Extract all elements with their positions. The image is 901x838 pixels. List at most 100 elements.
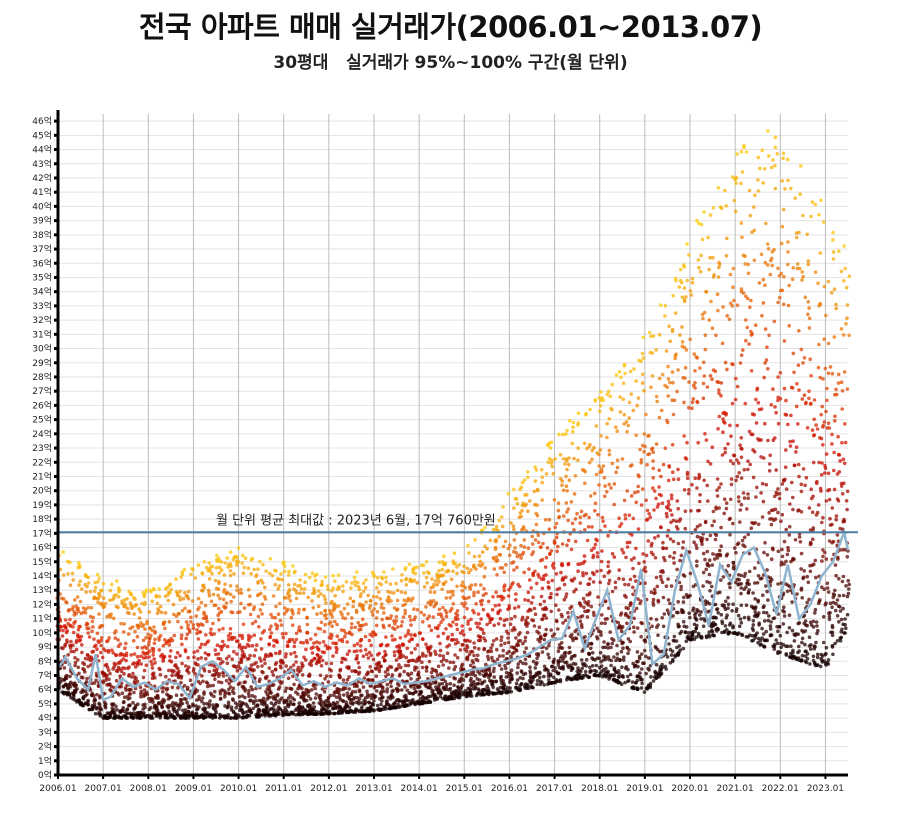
data-point [75,638,79,643]
data-point [676,527,680,531]
data-point [548,672,553,677]
data-point [403,634,408,638]
data-point [144,714,149,718]
data-point [630,680,635,684]
data-point [256,581,260,585]
data-point [202,669,207,673]
data-point [83,656,88,661]
data-point [452,683,456,687]
data-point [516,665,520,670]
data-point [116,605,120,610]
data-point [160,705,164,710]
data-point [518,638,523,643]
data-point [340,660,344,664]
data-point [133,597,137,601]
data-point [165,716,170,720]
data-point [493,603,498,608]
data-point [335,634,340,638]
data-point [122,622,126,626]
data-point [297,607,301,612]
data-point [200,696,205,700]
data-point [653,556,658,560]
data-point [517,553,522,557]
data-point [607,389,611,394]
data-point [637,358,641,363]
data-point [368,603,373,608]
data-point [444,596,449,600]
data-point [514,592,518,596]
data-point [62,692,66,696]
data-point [667,324,671,329]
data-point [659,525,663,530]
data-point [547,527,552,531]
data-point [471,661,476,665]
data-point [682,434,686,438]
data-point [634,579,638,583]
data-point [687,488,691,492]
data-point [591,580,596,584]
data-point [100,655,105,660]
data-point [191,669,196,673]
data-point [330,633,334,638]
data-point [406,663,411,668]
data-point [218,697,223,701]
data-point [396,688,401,692]
data-point [447,643,452,647]
data-point [217,606,221,611]
data-point [574,636,579,641]
data-point [523,657,528,662]
data-point [197,694,201,699]
data-point [374,674,379,678]
data-point [556,649,561,654]
data-point [235,563,239,567]
data-point [408,702,413,706]
data-point [111,667,115,671]
data-point [634,606,639,611]
data-point [656,534,660,538]
data-point [562,582,567,587]
data-point [672,550,677,555]
data-point [668,380,672,385]
data-point [417,675,422,680]
data-point [153,629,157,634]
data-point [683,376,687,380]
data-point [330,615,335,619]
data-point [564,592,569,596]
data-point [106,668,111,673]
data-point [378,707,383,712]
data-point [322,690,327,694]
data-point [137,607,141,611]
data-point [457,680,461,684]
data-point [540,475,545,480]
data-point [561,457,566,461]
data-point [292,644,297,649]
data-point [268,556,273,561]
data-point [667,465,672,469]
data-point [87,635,92,639]
data-point [122,671,126,676]
data-point [486,599,491,604]
data-point [597,483,601,487]
data-point [441,663,446,667]
data-point [696,258,701,262]
data-point [566,507,571,511]
data-point [651,679,656,683]
data-point [606,533,610,538]
data-point [351,599,356,604]
data-point [386,702,391,707]
data-point [654,348,658,352]
data-point [626,423,630,428]
data-point [481,607,486,612]
data-point [229,564,233,568]
data-point [688,571,693,576]
data-point [351,701,355,705]
data-point [664,584,669,588]
data-point [232,636,237,640]
data-point [669,584,674,588]
data-point [583,481,587,486]
data-point [292,682,296,687]
data-point [404,655,409,660]
data-point [403,602,408,607]
data-point [76,627,81,632]
data-point [676,624,681,629]
